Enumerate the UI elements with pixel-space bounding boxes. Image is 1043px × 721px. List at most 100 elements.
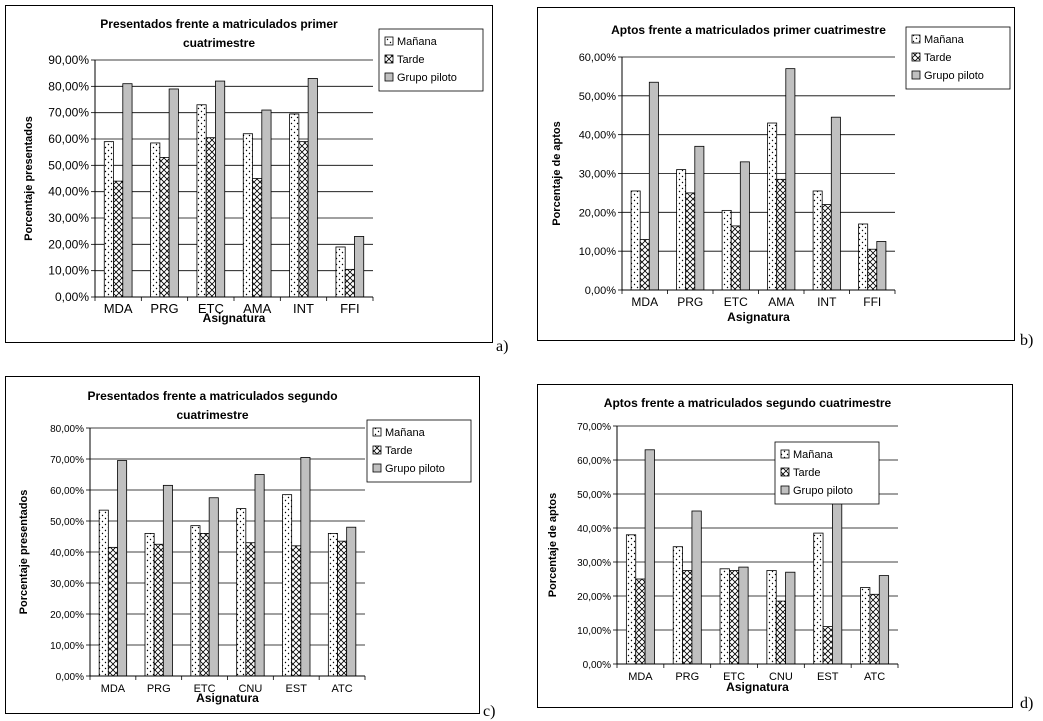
legend-swatch <box>384 36 394 46</box>
bar-ama-s1 <box>776 178 787 291</box>
x-tick-label: AMA <box>243 301 272 316</box>
x-tick-label: CNU <box>238 683 262 695</box>
x-tick-label: MDA <box>104 301 133 316</box>
bar-int-s0 <box>812 190 823 291</box>
chart-c: Presentados frente a matriculados segund… <box>5 376 480 714</box>
y-axis-label: Porcentaje de aptos <box>547 493 559 598</box>
y-tick-label: 50,00% <box>577 490 611 501</box>
bar-prg-s1 <box>153 543 164 677</box>
bar-atc-s0 <box>327 532 338 677</box>
x-tick-label: CNU <box>769 671 793 683</box>
bar-prg-s2 <box>691 510 702 665</box>
y-tick-label: 30,00% <box>48 211 89 225</box>
bar-mda-s1 <box>639 239 650 291</box>
legend-entry: Tarde <box>397 54 425 66</box>
legend-swatch <box>780 467 790 477</box>
panel-label-c: c) <box>483 703 496 720</box>
legend-entry: Mañana <box>397 36 438 48</box>
y-tick-label: 20,00% <box>577 592 611 603</box>
bar-etc-s2 <box>739 161 750 291</box>
chart-panel-b: Aptos frente a matriculados primer cuatr… <box>537 7 1015 341</box>
legend-swatch <box>372 463 382 473</box>
chart-title-line: cuatrimestre <box>183 36 255 50</box>
bar-est-s0 <box>282 494 293 677</box>
bar-prg-s0 <box>144 532 155 677</box>
y-tick-label: 70,00% <box>577 422 611 433</box>
bar-cnu-s0 <box>236 508 247 677</box>
bar-int-s1 <box>298 141 309 298</box>
y-tick-label: 0,00% <box>585 285 616 297</box>
bar-prg-s2 <box>162 484 173 677</box>
bar-prg-s0 <box>676 169 687 291</box>
x-tick-label: ETC <box>723 671 745 683</box>
panel-label-b: b) <box>1020 332 1034 349</box>
bar-mda-s2 <box>117 460 128 677</box>
bar-ffi-s1 <box>344 268 355 298</box>
bar-ama-s0 <box>767 122 778 291</box>
legend-entry: Grupo piloto <box>924 70 984 82</box>
x-tick-label: EST <box>817 671 839 683</box>
bar-etc-s1 <box>730 225 741 291</box>
bar-int-s2 <box>307 78 318 298</box>
bar-atc-s0 <box>860 587 871 665</box>
x-tick-label: PRG <box>675 671 699 683</box>
x-tick-label: ATC <box>331 683 352 695</box>
legend-swatch <box>911 34 921 44</box>
bar-etc-s0 <box>190 525 201 677</box>
y-tick-label: 10,00% <box>50 641 84 652</box>
bar-prg-s0 <box>672 546 683 665</box>
chart-title-line: Aptos frente a matriculados primer cuatr… <box>611 23 886 37</box>
bar-prg-s1 <box>682 570 693 665</box>
x-tick-label: MDA <box>631 295 658 309</box>
bar-etc-s2 <box>215 80 226 298</box>
y-tick-label: 50,00% <box>579 91 617 103</box>
bar-cnu-s2 <box>785 571 796 665</box>
y-tick-label: 80,00% <box>50 424 84 435</box>
chart-panel-a: Presentados frente a matriculados primer… <box>5 5 493 343</box>
legend-swatch <box>780 449 790 459</box>
x-tick-label: INT <box>293 301 314 316</box>
bar-atc-s2 <box>878 575 890 665</box>
y-tick-label: 20,00% <box>579 207 617 219</box>
y-tick-label: 70,00% <box>48 106 89 120</box>
bar-est-s1 <box>822 626 833 665</box>
bar-prg-s1 <box>685 192 696 291</box>
bar-etc-s1 <box>205 137 216 298</box>
bar-prg-s2 <box>168 88 179 298</box>
legend-box <box>378 28 484 92</box>
chart-title-line: Presentados frente a matriculados primer <box>100 17 338 31</box>
bar-mda-s1 <box>107 546 118 677</box>
x-tick-label: PRG <box>147 683 171 695</box>
x-tick-label: FFI <box>863 295 881 309</box>
bar-prg-s2 <box>694 145 705 291</box>
bar-mda-s0 <box>625 534 637 665</box>
bar-est-s1 <box>291 545 302 677</box>
y-tick-label: 0,00% <box>56 672 84 683</box>
legend-entry: Grupo piloto <box>793 485 853 497</box>
bar-ama-s1 <box>252 178 263 298</box>
y-tick-label: 30,00% <box>579 169 617 181</box>
bar-prg-s1 <box>159 157 170 298</box>
legend-box <box>366 419 472 483</box>
legend-entry: Tarde <box>385 445 413 457</box>
y-tick-label: 20,00% <box>50 610 84 621</box>
bar-etc-s2 <box>738 566 749 665</box>
panel-label-d: d) <box>1020 695 1034 712</box>
bar-mda-s1 <box>635 578 646 665</box>
bar-mda-s0 <box>98 509 109 677</box>
legend: Mañana Tarde Grupo piloto <box>774 441 880 505</box>
y-tick-label: 70,00% <box>50 455 84 466</box>
bar-etc-s1 <box>728 570 740 665</box>
bar-ffi-s0 <box>858 223 869 291</box>
y-tick-label: 40,00% <box>48 185 89 199</box>
y-tick-label: 0,00% <box>55 290 89 304</box>
bar-etc-s0 <box>196 104 207 298</box>
bar-atc-s2 <box>346 526 357 677</box>
x-axis-label: Asignatura <box>203 311 266 325</box>
legend-swatch <box>372 427 382 437</box>
y-tick-label: 30,00% <box>577 558 611 569</box>
y-tick-label: 60,00% <box>50 486 84 497</box>
x-tick-label: EST <box>286 683 308 695</box>
x-tick-label: MDA <box>101 683 126 695</box>
chart-d: Aptos frente a matriculados segundo cuat… <box>537 384 1013 708</box>
